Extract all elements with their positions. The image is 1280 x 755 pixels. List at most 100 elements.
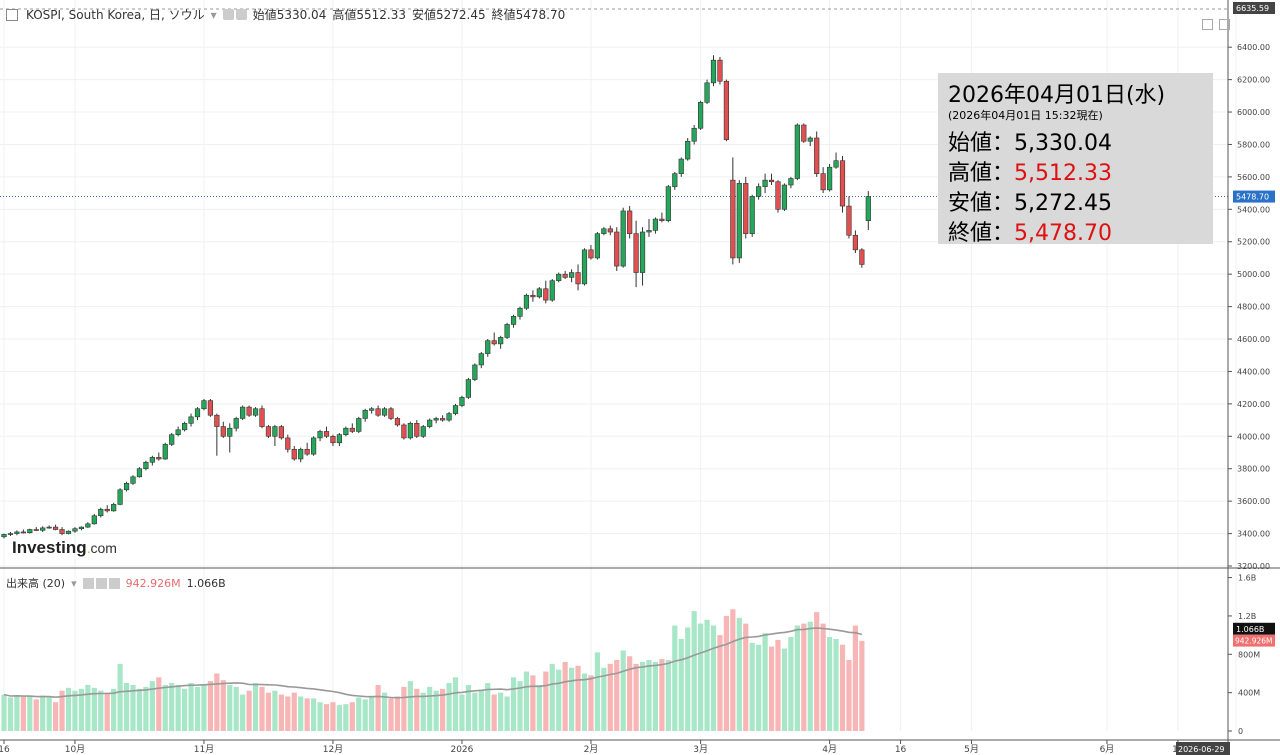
- candle-body: [278, 426, 284, 439]
- candle: [427, 418, 433, 429]
- volume-bar: [472, 692, 478, 731]
- volume-ma-value: 1.066B: [186, 576, 226, 590]
- candle: [433, 416, 439, 424]
- candle: [130, 475, 136, 485]
- candle: [240, 405, 246, 421]
- candle: [414, 420, 420, 438]
- volume-label[interactable]: 出来高 (20): [6, 577, 66, 590]
- candle-body: [194, 408, 201, 418]
- x-tick-label: 6月: [1100, 744, 1115, 755]
- settings-icon[interactable]: [95, 577, 107, 589]
- price-tick-label: 3400.00: [1237, 530, 1270, 539]
- candle-body: [111, 504, 117, 512]
- candle: [762, 173, 768, 194]
- candle-body: [717, 59, 723, 82]
- volume-bar: [581, 673, 588, 731]
- candle-body: [478, 353, 484, 366]
- high-value: 高値5512.33: [332, 8, 406, 22]
- volume-bar: [788, 637, 794, 731]
- volume-bar: [233, 686, 239, 731]
- candle: [194, 407, 201, 421]
- candle: [672, 172, 678, 190]
- volume-bar: [27, 696, 33, 731]
- candle: [143, 460, 149, 471]
- volume-bar: [156, 677, 162, 731]
- candle: [801, 123, 807, 143]
- candle: [72, 527, 78, 533]
- volume-bar: [685, 627, 691, 731]
- candle: [175, 426, 181, 437]
- volume-bar: [485, 683, 491, 731]
- eye-icon[interactable]: [222, 9, 234, 20]
- candle-body: [1, 534, 7, 538]
- volume-bar: [91, 687, 97, 731]
- corner-buttons: [1202, 19, 1230, 30]
- dropdown-icon[interactable]: ▾: [210, 7, 217, 22]
- candle: [601, 227, 607, 236]
- volume-bar: [420, 692, 426, 731]
- candle-body: [117, 489, 123, 505]
- candle-body: [614, 231, 620, 267]
- candle-body: [401, 424, 407, 439]
- candle-body: [72, 528, 78, 532]
- candle-body: [149, 457, 155, 463]
- volume-bar: [768, 646, 775, 731]
- volume-bar: [265, 692, 272, 731]
- candle: [846, 196, 852, 239]
- candle: [575, 264, 581, 291]
- volume-bar: [381, 692, 388, 731]
- dropdown-icon[interactable]: ▾: [71, 576, 77, 590]
- candle: [639, 227, 646, 286]
- candle-body: [859, 249, 865, 265]
- candle: [736, 180, 742, 263]
- candle-body: [446, 413, 452, 421]
- candle-body: [465, 379, 472, 398]
- candle-body: [20, 531, 26, 534]
- candle: [156, 452, 162, 461]
- candle-body: [852, 234, 858, 251]
- candle: [33, 527, 39, 532]
- volume-bar: [194, 686, 201, 731]
- candle: [498, 335, 504, 349]
- candle-body: [227, 427, 233, 437]
- candle-body: [336, 434, 343, 444]
- volume-bar: [704, 619, 710, 731]
- eye-icon[interactable]: [82, 577, 94, 589]
- volume-bar: [149, 681, 155, 731]
- volume-current-label: 942.926M: [1235, 637, 1273, 646]
- candle-body: [375, 408, 381, 416]
- volume-bar: [182, 688, 188, 731]
- volume-bar: [446, 683, 452, 731]
- volume-bar: [117, 663, 123, 731]
- candle: [620, 207, 626, 268]
- candle: [259, 405, 265, 429]
- candle-body: [607, 228, 613, 233]
- candle: [478, 351, 484, 369]
- settings-icon[interactable]: [235, 9, 247, 20]
- info-box: 2026年04月01日(水) (2026年04月01日 15:32現在) 始値：…: [938, 73, 1213, 246]
- candle: [91, 514, 97, 525]
- candle-body: [188, 416, 194, 424]
- candle: [285, 434, 291, 453]
- maximize-icon[interactable]: [1219, 19, 1230, 30]
- expand-icon[interactable]: [1202, 19, 1213, 30]
- x-tick-label: 11月: [194, 744, 214, 755]
- volume-bar: [356, 697, 362, 731]
- volume-bar: [375, 684, 381, 731]
- candle-body: [568, 272, 575, 278]
- candle-body: [704, 82, 710, 103]
- candle-body: [310, 437, 317, 455]
- top-label: 6635.59: [1236, 4, 1269, 13]
- candle: [627, 206, 633, 239]
- candle-body: [730, 179, 736, 259]
- x-tick-label: 16: [895, 745, 907, 755]
- symbol-name[interactable]: KOSPI, South Korea, 日, ソウル: [26, 8, 205, 22]
- candle-body: [788, 178, 794, 186]
- close-icon[interactable]: [108, 577, 120, 589]
- volume-bar: [7, 697, 14, 731]
- candle-body: [349, 427, 355, 432]
- volume-bar: [85, 684, 91, 731]
- collapse-icon[interactable]: [6, 8, 18, 21]
- candle-body: [814, 137, 820, 174]
